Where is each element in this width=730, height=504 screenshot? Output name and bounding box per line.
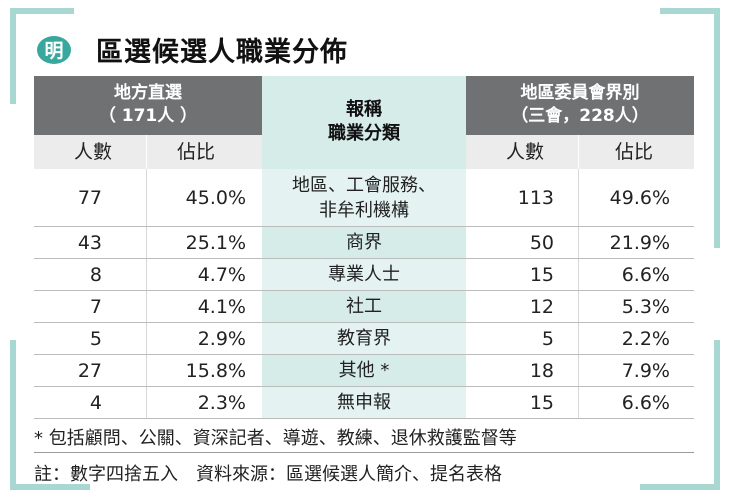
column-separator (578, 227, 579, 258)
cell-direct-pct: 4.1% (197, 295, 246, 318)
header-district-committee-count: （三會，228人） (511, 106, 649, 126)
cell-direct-count: 4 (89, 391, 102, 414)
cell-direct-count: 27 (77, 359, 102, 382)
cell-direct-pct: 15.8% (185, 359, 246, 382)
cell-category: 社工 (262, 291, 466, 322)
bracket-tr-horizontal (660, 8, 720, 14)
subheader-committee-pct: 佔比 (578, 135, 694, 169)
cell-committee-count: 50 (529, 231, 554, 254)
bracket-bl-vertical (10, 340, 16, 490)
cell-committee-pct: 21.9% (609, 231, 670, 254)
cell-direct-count: 77 (77, 186, 102, 209)
cell-committee-pct: 2.2% (621, 327, 670, 350)
cell-direct-pct: 4.7% (197, 263, 246, 286)
header-occupation-category: 報稱 職業分類 (262, 76, 466, 169)
bracket-tl-horizontal (10, 8, 74, 28)
table-row: 27 15.8% 18 7.9% 其他 * (34, 355, 694, 387)
cell-category: 其他 * (262, 355, 466, 386)
page-title: 區選候選人職業分佈 (96, 37, 348, 68)
ming-logo-icon: 明 (37, 36, 71, 64)
cell-committee-count: 15 (529, 391, 554, 414)
table-row: 5 2.9% 5 2.2% 教育界 (34, 323, 694, 355)
footer-divider (34, 452, 694, 453)
bracket-tl-vertical (10, 8, 16, 104)
table-row: 8 4.7% 15 6.6% 專業人士 (34, 259, 694, 291)
cell-category: 教育界 (262, 323, 466, 354)
cell-category: 商界 (262, 227, 466, 258)
bracket-bl-horizontal (10, 484, 90, 490)
column-separator (146, 355, 147, 386)
column-separator (578, 259, 579, 290)
cell-category: 無申報 (262, 387, 466, 418)
cell-direct-count: 7 (89, 295, 102, 318)
bracket-br-horizontal (640, 484, 720, 490)
cell-direct-pct: 45.0% (185, 186, 246, 209)
cell-committee-count: 18 (529, 359, 554, 382)
column-separator (146, 323, 147, 354)
cell-direct-pct: 2.3% (197, 391, 246, 414)
cell-committee-pct: 49.6% (609, 186, 670, 209)
header-direct-election-title: 地方直選 (114, 83, 182, 103)
footnote: * 包括顧問、公關、資深記者、導遊、教練、退休救護監督等 (34, 428, 517, 449)
header-occupation-line1: 報稱 (346, 99, 382, 120)
subheader-committee-count: 人數 (466, 135, 578, 169)
column-separator (578, 355, 579, 386)
table-row: 4 2.3% 15 6.6% 無申報 (34, 387, 694, 419)
logo-text: 明 (44, 40, 63, 62)
column-separator (146, 169, 147, 226)
column-separator (578, 169, 579, 226)
header-direct-election-count: （ 171人 ） (98, 106, 198, 126)
cell-committee-pct: 7.9% (621, 359, 670, 382)
subheader-direct-count: 人數 (34, 135, 146, 169)
table-row: 43 25.1% 50 21.9% 商界 (34, 227, 694, 259)
cell-committee-count: 12 (529, 295, 554, 318)
cell-direct-pct: 2.9% (197, 327, 246, 350)
cell-committee-count: 113 (517, 186, 554, 209)
cell-direct-count: 5 (89, 327, 102, 350)
column-separator (578, 291, 579, 322)
column-separator (146, 291, 147, 322)
column-separator (146, 227, 147, 258)
column-separator (578, 387, 579, 418)
header-district-committee-title: 地區委員會界別 (520, 83, 640, 103)
cell-committee-count: 15 (529, 263, 554, 286)
cell-direct-count: 8 (89, 263, 102, 286)
cell-committee-count: 5 (541, 327, 554, 350)
header-direct-election: 地方直選 （ 171人 ） (34, 76, 262, 135)
subheader-direct-pct: 佔比 (146, 135, 262, 169)
column-separator (146, 259, 147, 290)
cell-direct-count: 43 (77, 231, 102, 254)
header-occupation-line2: 職業分類 (328, 123, 400, 144)
table-body: 77 45.0% 113 49.6% 地區、工會服務、 非牟利機構 43 25.1% 50 21… (34, 169, 694, 419)
cell-committee-pct: 5.3% (621, 295, 670, 318)
table-row: 77 45.0% 113 49.6% 地區、工會服務、 非牟利機構 (34, 169, 694, 227)
cell-category: 專業人士 (262, 259, 466, 290)
header-district-committee: 地區委員會界別 （三會，228人） (466, 76, 694, 135)
cell-direct-pct: 25.1% (185, 231, 246, 254)
column-separator (146, 387, 147, 418)
cell-committee-pct: 6.6% (621, 263, 670, 286)
bracket-br-vertical (714, 340, 720, 490)
column-separator (578, 323, 579, 354)
source-note: 註：數字四捨五入 資料來源：區選候選人簡介、提名表格 (34, 464, 502, 485)
cell-committee-pct: 6.6% (621, 391, 670, 414)
cell-category: 地區、工會服務、 非牟利機構 (262, 169, 466, 226)
bracket-tr-vertical (714, 8, 720, 248)
table-row: 7 4.1% 12 5.3% 社工 (34, 291, 694, 323)
